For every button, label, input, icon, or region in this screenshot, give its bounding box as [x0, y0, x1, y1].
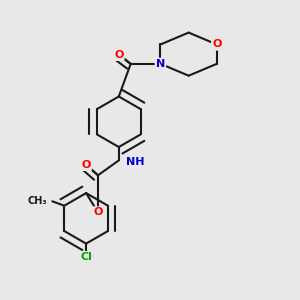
Text: O: O	[93, 207, 103, 218]
Text: O: O	[114, 50, 124, 60]
Text: CH₃: CH₃	[27, 196, 47, 206]
Text: N: N	[156, 59, 165, 69]
Text: O: O	[212, 40, 222, 50]
Text: O: O	[81, 160, 91, 170]
Text: Cl: Cl	[80, 252, 92, 262]
Text: NH: NH	[126, 157, 145, 167]
